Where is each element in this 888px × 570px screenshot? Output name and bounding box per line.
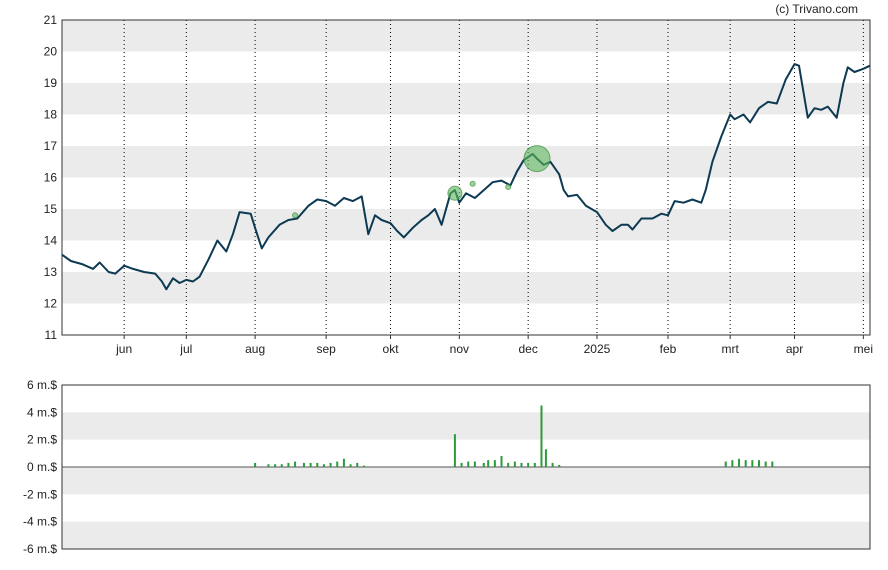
volume-bar — [544, 449, 547, 467]
price-x-tick-label: aug — [245, 342, 265, 356]
price-x-tick-label: feb — [660, 342, 677, 356]
price-x-tick-label: sep — [316, 342, 336, 356]
volume-y-tick-label: -4 m.$ — [23, 515, 57, 529]
volume-bar — [520, 462, 523, 467]
volume-bar — [500, 456, 503, 467]
volume-bar — [342, 458, 345, 467]
volume-bar — [764, 461, 767, 467]
price-y-tick-label: 17 — [44, 139, 58, 153]
trade-marker — [523, 145, 551, 173]
volume-y-tick-label: 6 m.$ — [27, 378, 57, 392]
volume-bar — [558, 464, 561, 467]
volume-bar — [280, 464, 283, 467]
volume-frame — [61, 384, 871, 550]
volume-panel: 6 m.$ 4 m.$ 2 m.$ 0 m.$ -2 m.$ -4 m.$ -6 m.$ — [23, 378, 871, 556]
price-y-tick-label: 19 — [44, 76, 58, 90]
volume-bar — [274, 464, 277, 467]
price-x-tick-label: okt — [383, 342, 400, 356]
price-y-tick-label: 16 — [44, 171, 58, 185]
volume-band — [62, 412, 870, 440]
volume-bar — [254, 462, 257, 467]
price-band — [62, 272, 870, 304]
volume-bar — [467, 461, 470, 467]
volume-bar — [473, 461, 476, 467]
price-x-tick-label: apr — [786, 342, 803, 356]
copyright-label: (c) Trivano.com — [775, 2, 858, 16]
volume-y-tick-label: 2 m.$ — [27, 433, 57, 447]
price-panel: 11 12 13 14 15 16 17 18 19 20 21 jun jul aug sep okt nov… — [44, 13, 873, 356]
volume-bar — [551, 462, 554, 467]
trade-marker — [505, 183, 512, 190]
price-x-tick-label: nov — [450, 342, 469, 356]
price-y-tick-label: 14 — [44, 234, 58, 248]
volume-bar — [533, 462, 536, 467]
volume-bar — [487, 460, 490, 467]
price-y-tick-label: 21 — [44, 13, 58, 27]
volume-bar — [724, 461, 727, 467]
volume-bar — [294, 461, 297, 467]
volume-bar — [738, 458, 741, 467]
price-x-tick-label: mei — [854, 342, 873, 356]
volume-bar — [362, 465, 365, 467]
volume-bar — [267, 464, 270, 467]
trade-marker — [292, 212, 299, 219]
price-x-tick-label: jul — [179, 342, 192, 356]
price-x-tick-label: dec — [518, 342, 537, 356]
volume-bar — [336, 461, 339, 467]
volume-bar — [349, 464, 352, 467]
trade-marker — [447, 185, 463, 201]
volume-bar — [302, 462, 305, 467]
volume-bar — [507, 462, 510, 467]
volume-y-tick-label: 4 m.$ — [27, 405, 57, 419]
price-y-tick-label: 20 — [44, 45, 58, 59]
price-x-tick-label: mrt — [721, 342, 739, 356]
price-line — [61, 63, 871, 291]
volume-y-tick-label: -2 m.$ — [23, 487, 57, 501]
volume-bar — [744, 460, 747, 467]
price-band — [62, 83, 870, 115]
price-band — [62, 146, 870, 178]
volume-bar — [322, 464, 325, 467]
volume-bar — [493, 460, 496, 467]
price-frame — [61, 19, 871, 336]
volume-bar — [316, 462, 319, 467]
volume-bar — [356, 462, 359, 467]
price-y-tick-label: 13 — [44, 265, 58, 279]
volume-bar — [460, 462, 463, 467]
volume-bar — [287, 462, 290, 467]
price-y-tick-label: 15 — [44, 202, 58, 216]
volume-bar — [771, 461, 774, 467]
price-band — [62, 20, 870, 52]
volume-bar — [329, 462, 332, 467]
volume-bar — [482, 462, 485, 467]
volume-bar — [731, 460, 734, 467]
volume-y-tick-label: 0 m.$ — [27, 460, 57, 474]
volume-bar — [453, 434, 456, 467]
volume-bar — [540, 405, 543, 467]
price-y-tick-label: 12 — [44, 297, 58, 311]
price-x-tick-label: 2025 — [584, 342, 611, 356]
price-x-tick-label: jun — [115, 342, 132, 356]
volume-bar — [513, 461, 516, 467]
price-band — [62, 209, 870, 241]
volume-band — [62, 467, 870, 495]
price-y-tick-label: 11 — [45, 328, 58, 342]
volume-bar — [527, 462, 530, 467]
volume-y-tick-label: -6 m.$ — [23, 542, 57, 556]
volume-bar — [751, 460, 754, 467]
trade-marker — [469, 180, 476, 187]
volume-band — [62, 521, 870, 549]
volume-bar — [758, 460, 761, 467]
price-y-tick-label: 18 — [44, 108, 58, 122]
volume-bar — [309, 462, 312, 467]
